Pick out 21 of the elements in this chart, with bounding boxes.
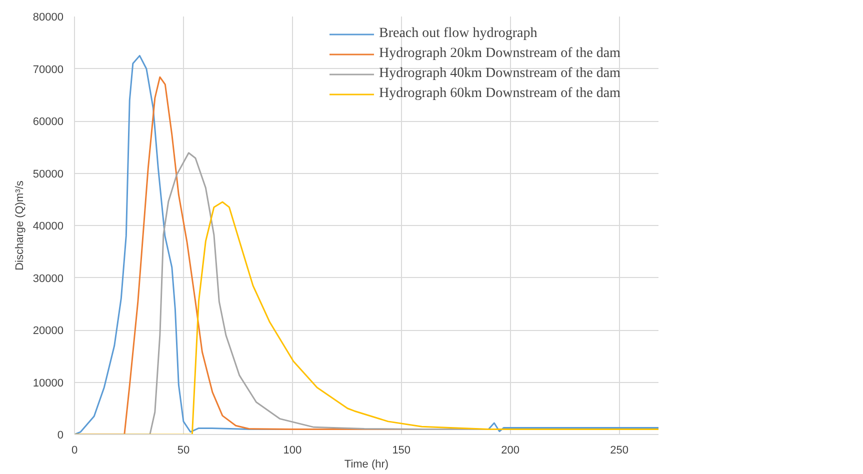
y-tick-label: 10000 bbox=[32, 377, 64, 390]
legend-label: Hydrograph 40km Downstream of the dam bbox=[379, 66, 620, 82]
x-tick-label: 100 bbox=[283, 444, 302, 456]
x-tick-label: 0 bbox=[71, 444, 78, 456]
y-tick-label: 70000 bbox=[32, 64, 64, 76]
y-tick-label: 50000 bbox=[32, 168, 64, 180]
y-tick-label: 40000 bbox=[32, 220, 64, 232]
x-axis-title: Time (hr) bbox=[344, 458, 389, 470]
x-tick-label: 250 bbox=[610, 444, 628, 456]
y-tick-label: 60000 bbox=[32, 116, 64, 128]
legend-label: Breach out flow hydrograph bbox=[379, 26, 538, 42]
legend-label: Hydrograph 20km Downstream of the dam bbox=[379, 46, 620, 62]
x-tick-label: 150 bbox=[392, 444, 411, 456]
y-tick-label: 30000 bbox=[32, 272, 64, 285]
y-tick-label: 80000 bbox=[32, 12, 64, 24]
x-tick-label: 50 bbox=[177, 444, 190, 456]
y-axis-title: Discharge (Q)m³/s bbox=[14, 180, 26, 270]
legend-label: Hydrograph 60km Downstream of the dam bbox=[379, 86, 620, 102]
y-tick-label: 20000 bbox=[32, 325, 64, 337]
x-tick-label: 200 bbox=[501, 444, 520, 456]
y-tick-label: 0 bbox=[57, 430, 64, 442]
